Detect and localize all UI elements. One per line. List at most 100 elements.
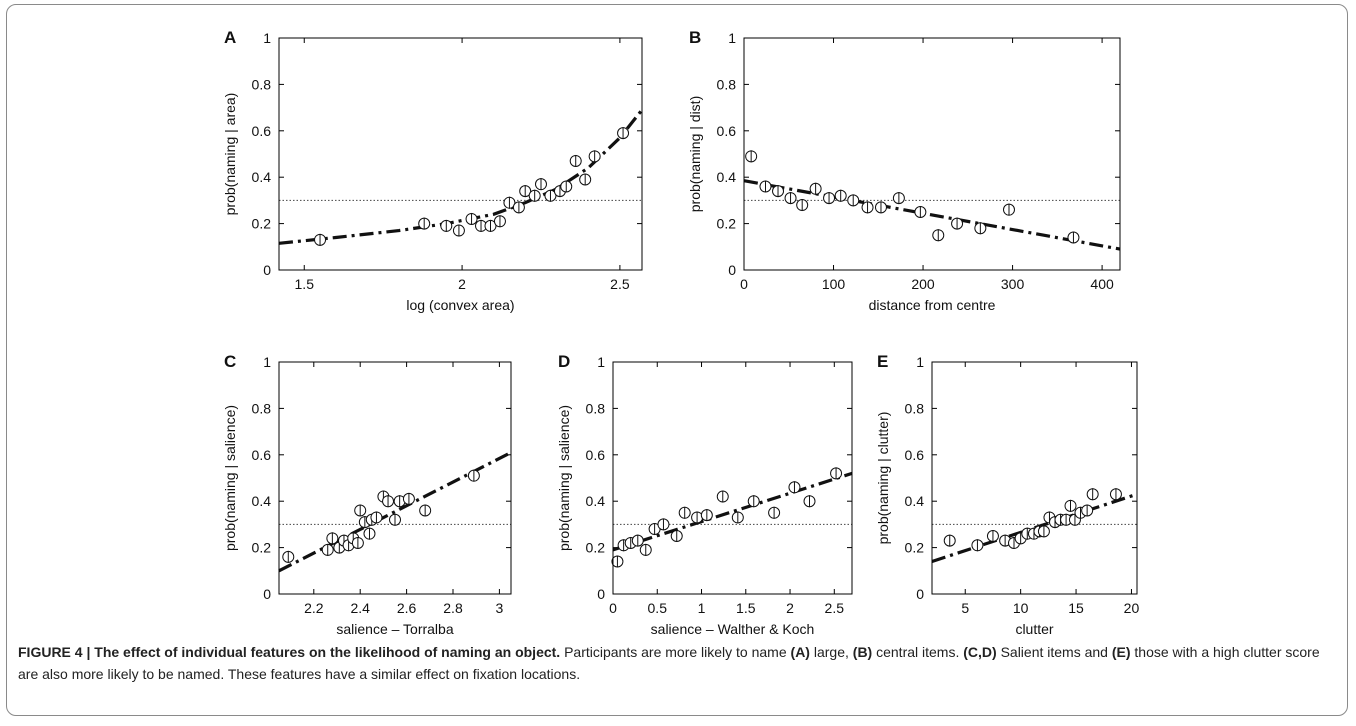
figure-plots: A 0 0.2 0.4 0.6 0.8 1 1.5 2 2.5 log (convex area) p… [222, 28, 1139, 637]
y-tick-label: 0.8 [905, 400, 925, 416]
data-point [892, 192, 905, 205]
y-tick-label: 0.6 [717, 123, 737, 139]
fit-line [278, 108, 644, 245]
data-point [631, 534, 644, 547]
y-tick-label: 1 [263, 30, 271, 46]
x-tick-label: 20 [1124, 600, 1140, 616]
y-tick-label: 0 [916, 586, 924, 602]
data-point [560, 180, 573, 193]
y-tick-label: 0.4 [252, 493, 272, 509]
data-point [1037, 525, 1050, 538]
x-tick-label: 0.5 [648, 600, 668, 616]
data-point [716, 490, 729, 503]
caption-ref-a: (A) [790, 644, 810, 660]
y-tick-label: 0.8 [252, 76, 272, 92]
y-tick-label: 0.6 [905, 447, 925, 463]
data-point [974, 222, 987, 235]
data-point [611, 555, 624, 568]
caption-text: large, [809, 644, 853, 660]
x-tick-label: 2.8 [443, 600, 463, 616]
panel-a: A 0 0.2 0.4 0.6 0.8 1 1.5 2 2.5 log (convex area) p… [222, 28, 644, 313]
panel-label: C [224, 352, 236, 371]
x-tick-label: 10 [1013, 600, 1029, 616]
y-tick-label: 0.2 [905, 540, 925, 556]
x-tick-label: 1.5 [736, 600, 756, 616]
y-tick-label: 0.6 [586, 447, 606, 463]
x-axis-label: salience – Walther & Koch [651, 621, 815, 637]
x-axis-label: log (convex area) [406, 297, 514, 313]
y-axis-label: prob(naming | dist) [687, 96, 703, 212]
plot-frame [931, 361, 1138, 595]
x-tick-label: 200 [911, 276, 935, 292]
data-point [370, 511, 383, 524]
data-point [1109, 488, 1122, 501]
data-point [467, 469, 480, 482]
data-point [326, 532, 339, 545]
x-tick-label: 2.5 [825, 600, 845, 616]
data-point [519, 185, 532, 198]
plot-frame [743, 37, 1121, 271]
data-point [1081, 504, 1094, 517]
x-tick-label: 400 [1090, 276, 1114, 292]
y-tick-label: 1 [597, 354, 605, 370]
data-point [452, 224, 465, 237]
y-tick-label: 0.2 [717, 216, 737, 232]
x-axis-label: clutter [1015, 621, 1053, 637]
data-point [579, 173, 592, 186]
data-point [657, 518, 670, 531]
fit-line [743, 179, 1121, 251]
panel-e: E00.20.40.60.815 10 15 20clutterprob(naming… [875, 352, 1139, 637]
data-point [932, 229, 945, 242]
x-tick-label: 2 [458, 276, 466, 292]
data-point [617, 127, 630, 140]
y-tick-label: 0.4 [586, 493, 606, 509]
data-point [772, 185, 785, 198]
data-point [569, 154, 582, 167]
data-point [874, 201, 887, 214]
data-point [830, 467, 843, 480]
y-tick-label: 0 [263, 586, 271, 602]
panel-c: C 0 0.2 0.4 0.6 0.8 1 2.2 2.4 2.6 2.8 3 salience – T… [222, 352, 512, 637]
y-axis-label: prob(naming | clutter) [875, 412, 891, 545]
data-point [282, 550, 295, 563]
y-axis-label: prob(naming | salience) [556, 405, 572, 551]
data-point [1067, 231, 1080, 244]
data-point [986, 530, 999, 542]
x-tick-label: 2.4 [350, 600, 370, 616]
data-point [484, 219, 497, 232]
y-tick-label: 0.2 [586, 540, 606, 556]
x-tick-label: 5 [961, 600, 969, 616]
caption-figure-label: FIGURE 4 | The effect of individual feat… [18, 644, 561, 660]
x-tick-label: 1 [698, 600, 706, 616]
panel-d: D 0 0.2 0.4 0.6 0.8 1 0 0.5 1 1.5 2 2.5 salience – Wa… [556, 352, 853, 637]
figure-caption: FIGURE 4 | The effect of individual feat… [18, 641, 1338, 685]
plot-frame [278, 37, 643, 271]
y-axis-label: prob(naming | salience) [222, 405, 238, 551]
y-tick-label: 0.4 [717, 169, 737, 185]
caption-text: those with a high clutter score are also… [18, 644, 1320, 682]
data-point [314, 233, 327, 246]
y-tick-label: 1 [916, 354, 924, 370]
x-tick-label: 2.2 [304, 600, 324, 616]
y-tick-label: 1 [728, 30, 736, 46]
data-point [321, 543, 334, 556]
data-point [402, 492, 415, 505]
data-point [503, 196, 516, 209]
data-point [759, 180, 772, 193]
panel-label: D [558, 352, 570, 371]
y-tick-label: 1 [263, 354, 271, 370]
data-point [834, 189, 847, 202]
data-point [1064, 499, 1077, 512]
y-tick-label: 0.2 [252, 540, 272, 556]
data-point [670, 530, 683, 542]
panel-label: A [224, 28, 236, 47]
x-tick-label: 100 [822, 276, 846, 292]
plot-frame [278, 361, 512, 595]
data-point [796, 199, 809, 212]
fit-line [612, 471, 853, 552]
data-point [691, 511, 704, 524]
caption-ref-e: (E) [1111, 644, 1131, 660]
data-point [809, 182, 822, 195]
data-point [512, 201, 525, 214]
data-point [914, 206, 927, 218]
